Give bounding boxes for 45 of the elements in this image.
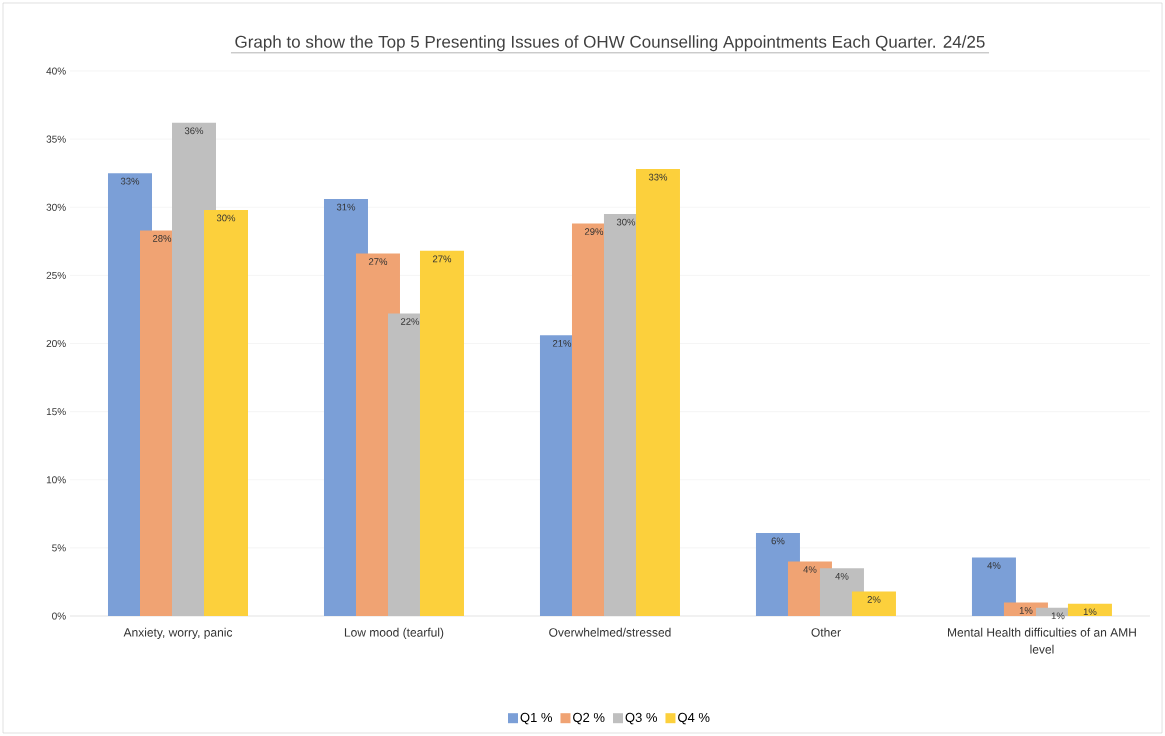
bar [419,250,464,616]
data-label: 36% [184,127,204,135]
data-label: 31% [336,203,356,211]
data-label: 21% [552,339,572,347]
y-tick-label: 15% [46,408,66,416]
y-tick-label: 40% [46,67,66,75]
data-label: 4% [803,566,817,573]
y-tick-label: 20% [46,339,66,348]
data-label: 1% [1051,612,1065,620]
data-label: 27% [368,258,388,265]
y-tick-label: 35% [46,135,66,143]
legend-label: Q2 % [573,712,605,725]
bar [851,591,896,616]
data-label: 33% [648,173,668,181]
data-label: 33% [120,177,140,185]
legend-label: Q1 % [520,712,553,725]
data-label: 30% [616,218,636,226]
chart-title: Graph to show the Top 5 Presenting Issues of OHW Counselling Appointments Each Quarter. 24/25 [235,35,985,52]
x-tick-label: Anxiety, worry, panic [123,627,233,640]
data-label: 6% [771,537,785,545]
y-tick-label: 30% [46,203,66,211]
legend-label: Q4 % [678,712,710,725]
data-label: 29% [584,228,604,235]
y-tick-label: 25% [46,271,66,279]
data-label: 2% [867,596,881,603]
y-tick-label: 10% [46,476,66,484]
x-tick-label: Overwhelmed/stressed [549,627,671,637]
bar [635,169,680,616]
data-label: 4% [835,572,849,580]
bar [1067,603,1112,616]
y-tick-label: 0% [52,612,66,620]
legend-label: Q3 % [625,712,657,725]
x-tick-label: Other [811,627,841,637]
data-label: 30% [216,214,236,222]
data-label: 4% [987,562,1001,569]
x-tick-label: Mental Health difficulties of an AMH level [948,627,1136,654]
x-tick-label: Low mood (tearful) [344,627,444,640]
bar [204,209,248,616]
data-label: 1% [1083,608,1097,616]
y-tick-label: 5% [52,544,66,552]
data-label: 27% [432,255,452,263]
data-label: 28% [152,235,172,242]
bar [971,557,1016,616]
data-label: 22% [400,318,420,325]
data-label: 1% [1019,607,1033,614]
